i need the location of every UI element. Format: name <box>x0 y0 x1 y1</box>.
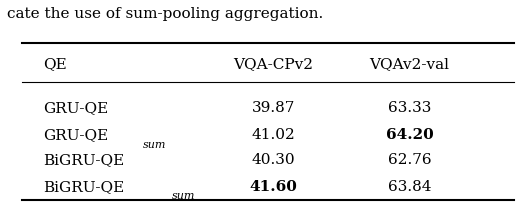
Text: sum: sum <box>143 140 166 150</box>
Text: 63.33: 63.33 <box>388 101 431 115</box>
Text: 62.76: 62.76 <box>388 153 431 167</box>
Text: GRU-QE: GRU-QE <box>43 101 108 115</box>
Text: QE: QE <box>43 57 67 72</box>
Text: 64.20: 64.20 <box>386 128 433 142</box>
Text: VQA-CPv2: VQA-CPv2 <box>234 57 313 72</box>
Text: GRU-QE: GRU-QE <box>43 128 108 142</box>
Text: BiGRU-QE: BiGRU-QE <box>43 180 125 194</box>
Text: VQAv2-val: VQAv2-val <box>369 57 450 72</box>
Text: 41.60: 41.60 <box>249 180 297 194</box>
Text: 41.02: 41.02 <box>251 128 295 142</box>
Text: 40.30: 40.30 <box>251 153 295 167</box>
Text: sum: sum <box>171 191 195 201</box>
Text: 63.84: 63.84 <box>388 180 431 194</box>
Text: BiGRU-QE: BiGRU-QE <box>43 153 125 167</box>
Text: cate the use of sum-pooling aggregation.: cate the use of sum-pooling aggregation. <box>7 7 323 21</box>
Text: 39.87: 39.87 <box>252 101 295 115</box>
